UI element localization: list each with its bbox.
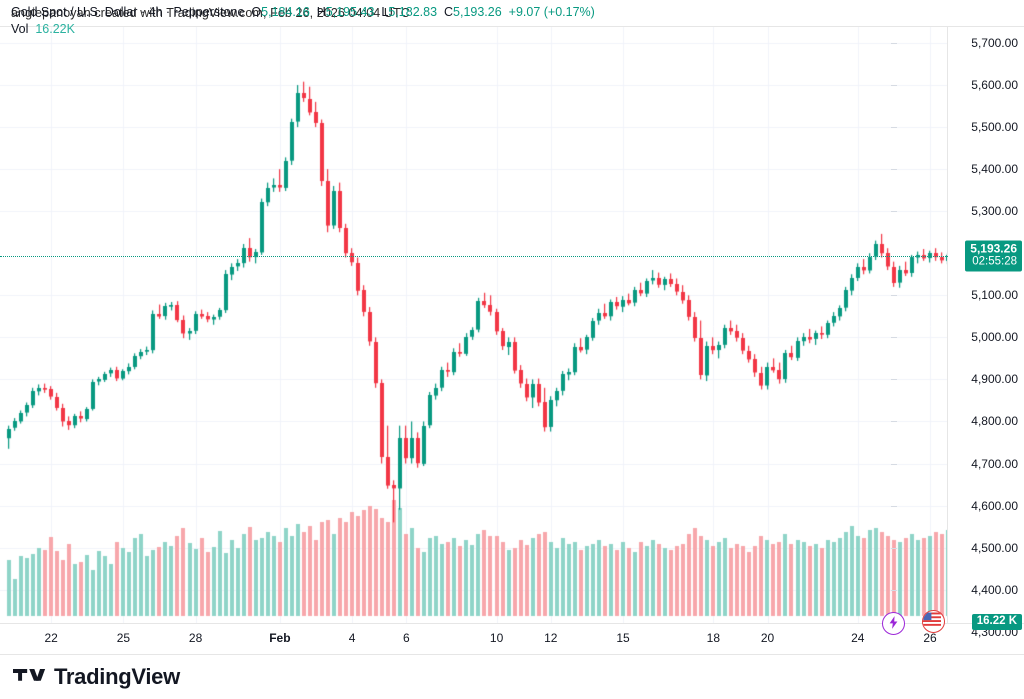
time-axis-tick: 24 — [851, 631, 865, 645]
legend-open-value: 5,184.16 — [261, 5, 310, 19]
price-axis-tick: 5,400.00 — [891, 162, 1018, 176]
time-axis-tick: 6 — [402, 631, 410, 645]
legend-close-value: 5,193.26 — [453, 5, 502, 19]
watermark-credit: angiepanoyan created with TradingView.co… — [11, 6, 410, 20]
price-axis-tick: 5,100.00 — [891, 288, 1018, 302]
legend-open-label: O — [251, 5, 262, 19]
price-axis-tick: 4,500.00 — [891, 541, 1018, 555]
legend-symbol[interactable]: Gold Spot / U.S. Dollar · 4h · Peppersto… — [11, 5, 245, 19]
price-axis-tick: 4,700.00 — [891, 457, 1018, 471]
time-axis-tick: 22 — [44, 631, 58, 645]
footer: TradingView — [0, 655, 1024, 699]
legend-close-label: C — [444, 5, 454, 19]
time-axis-tick: 18 — [706, 631, 721, 645]
tradingview-wordmark: TradingView — [54, 664, 180, 689]
price-axis-tick: 5,500.00 — [891, 120, 1018, 134]
current-price-line — [0, 256, 948, 257]
legend-low-value: 5,182.83 — [388, 5, 438, 19]
price-axis-tick: 4,900.00 — [891, 372, 1018, 386]
legend-volume-label: Vol — [11, 22, 29, 36]
chart-frame: 5,193.26 02:55:28 16.22 K 5,700.00 5,600.… — [0, 26, 1024, 655]
time-axis-tick: 10 — [489, 631, 504, 645]
price-axis-tick: 4,600.00 — [891, 499, 1018, 513]
price-axis-tick: 4,800.00 — [891, 414, 1018, 428]
time-axis-tick: 15 — [616, 631, 630, 645]
current-price-value: 5,193.26 — [970, 241, 1017, 256]
price-axis-tick: 5,700.00 — [891, 36, 1018, 50]
price-axis-tick: 5,000.00 — [891, 330, 1018, 344]
chart-legend: Gold Spot / U.S. Dollar · 4h · Peppersto… — [11, 4, 595, 38]
price-axis[interactable]: 5,193.26 02:55:28 16.22 K 5,700.00 5,600.… — [891, 27, 1024, 639]
lightning-bolt-icon[interactable] — [882, 612, 905, 635]
time-axis-tick: 26 — [923, 631, 937, 645]
volume-value-badge[interactable]: 16.22 K — [971, 613, 1022, 630]
chart-plot-area[interactable] — [0, 27, 948, 624]
current-price-badge[interactable]: 5,193.26 02:55:28 — [965, 240, 1022, 272]
us-flag-icon[interactable] — [922, 610, 945, 633]
bar-countdown: 02:55:28 — [972, 255, 1017, 268]
time-axis-tick: 12 — [544, 631, 558, 645]
tradingview-mark-icon — [13, 668, 46, 681]
price-axis-tick: 5,600.00 — [891, 78, 1018, 92]
legend-high-label: H — [316, 5, 326, 19]
time-axis-tick: 20 — [760, 631, 775, 645]
price-axis-tick: 5,300.00 — [891, 204, 1018, 218]
legend-low-label: L — [381, 5, 389, 19]
legend-volume-value: 16.22 — [35, 22, 67, 36]
legend-high-value: 5,195.43 — [325, 5, 375, 19]
legend-change: +9.07 (+0.17%) — [508, 5, 595, 19]
tradingview-logo[interactable]: TradingView — [13, 664, 180, 690]
time-axis-tick: Feb — [269, 631, 291, 645]
time-axis-tick: 4 — [348, 631, 356, 645]
time-axis-tick: 28 — [188, 631, 203, 645]
time-axis[interactable]: 22 25 28 Feb 4 6 10 12 15 18 20 24 26 — [0, 623, 1024, 654]
price-axis-tick: 4,400.00 — [891, 583, 1018, 597]
legend-volume-unit: K — [66, 22, 75, 36]
time-axis-tick: 25 — [116, 631, 131, 645]
